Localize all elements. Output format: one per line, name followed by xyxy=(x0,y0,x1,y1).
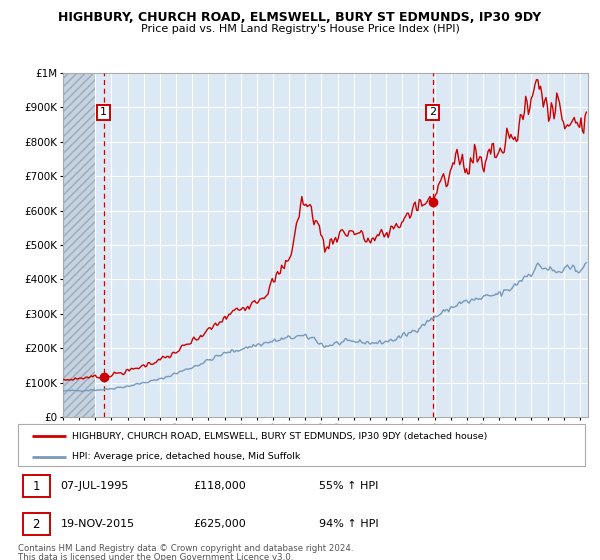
Text: £118,000: £118,000 xyxy=(194,481,247,491)
Text: Contains HM Land Registry data © Crown copyright and database right 2024.: Contains HM Land Registry data © Crown c… xyxy=(18,544,353,553)
Text: £625,000: £625,000 xyxy=(194,519,247,529)
Bar xyxy=(63,73,95,417)
FancyBboxPatch shape xyxy=(18,424,585,466)
Text: 1: 1 xyxy=(100,108,107,118)
Text: HIGHBURY, CHURCH ROAD, ELMSWELL, BURY ST EDMUNDS, IP30 9DY (detached house): HIGHBURY, CHURCH ROAD, ELMSWELL, BURY ST… xyxy=(72,432,487,441)
FancyBboxPatch shape xyxy=(23,475,50,497)
Text: This data is licensed under the Open Government Licence v3.0.: This data is licensed under the Open Gov… xyxy=(18,553,293,560)
Text: 07-JUL-1995: 07-JUL-1995 xyxy=(61,481,129,491)
Text: Price paid vs. HM Land Registry's House Price Index (HPI): Price paid vs. HM Land Registry's House … xyxy=(140,24,460,34)
Text: 94% ↑ HPI: 94% ↑ HPI xyxy=(319,519,378,529)
FancyBboxPatch shape xyxy=(23,514,50,535)
Text: HIGHBURY, CHURCH ROAD, ELMSWELL, BURY ST EDMUNDS, IP30 9DY: HIGHBURY, CHURCH ROAD, ELMSWELL, BURY ST… xyxy=(58,11,542,24)
Text: 55% ↑ HPI: 55% ↑ HPI xyxy=(319,481,378,491)
Text: 19-NOV-2015: 19-NOV-2015 xyxy=(61,519,134,529)
Text: 2: 2 xyxy=(32,517,40,531)
Text: HPI: Average price, detached house, Mid Suffolk: HPI: Average price, detached house, Mid … xyxy=(72,452,300,461)
Text: 2: 2 xyxy=(429,108,436,118)
Text: 1: 1 xyxy=(32,480,40,493)
